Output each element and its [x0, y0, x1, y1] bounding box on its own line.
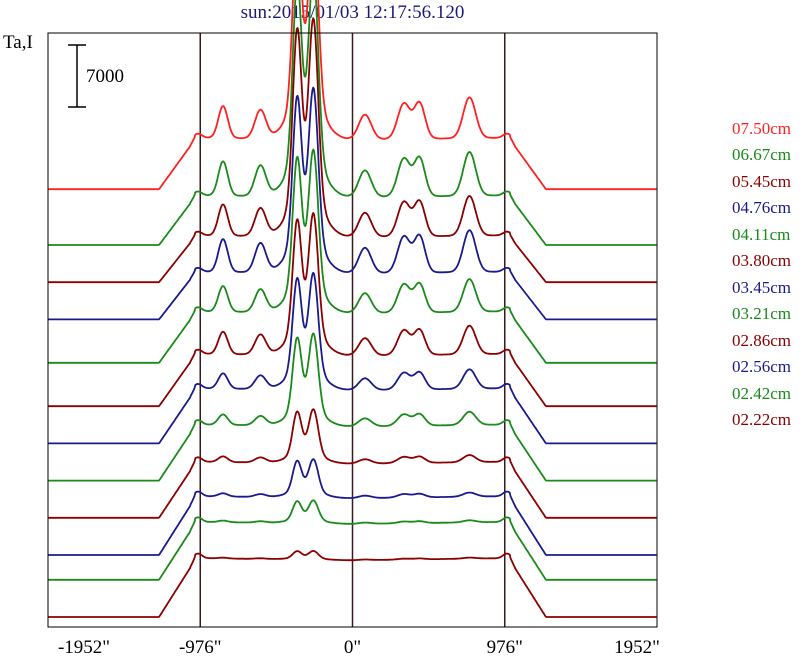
scale-bar: 7000 [68, 44, 124, 108]
legend-entry: 03.80cm [732, 251, 792, 271]
legend-entry: 03.45cm [732, 277, 792, 297]
series-line-04.76cm [47, 86, 657, 321]
x-tick-label: 0" [343, 637, 362, 658]
legend-entry: 02.42cm [732, 383, 792, 403]
series-line-02.56cm [47, 458, 657, 556]
series-line-05.45cm [47, 17, 657, 284]
legend-entry: 03.21cm [732, 304, 792, 324]
series-line-02.42cm [47, 499, 657, 581]
scale-bar-label: 7000 [86, 66, 124, 87]
legend-entry: 02.22cm [732, 409, 792, 429]
x-tick-label: 976" [486, 637, 523, 658]
legend-entry: 05.45cm [732, 171, 792, 191]
x-tick-label: -1952" [57, 637, 111, 658]
x-tick-label: 1952" [614, 637, 660, 658]
legend-entry: 07.50cm [732, 119, 792, 138]
chart-title: sun:2015/01/03 12:17:56.120 [240, 2, 465, 23]
legend-entry: 02.86cm [732, 330, 792, 350]
series-line-03.21cm [47, 332, 657, 482]
x-tick-label: -976" [178, 637, 222, 658]
series-line-03.45cm [47, 271, 657, 445]
series-line-06.67cm [47, 0, 657, 246]
legend-entry: 04.76cm [732, 198, 792, 218]
series-line-07.50cm [47, 0, 657, 191]
series-line-02.22cm [47, 550, 657, 618]
y-axis-label: Ta,I [3, 32, 33, 53]
legend-entry: 04.11cm [732, 224, 791, 244]
series-line-02.86cm [47, 408, 657, 519]
plot-frame [47, 32, 658, 628]
legend-entry: 02.56cm [732, 357, 792, 377]
series-line-03.80cm [47, 212, 657, 408]
series-line-04.11cm [47, 148, 657, 364]
legend-entry: 06.67cm [732, 145, 792, 165]
